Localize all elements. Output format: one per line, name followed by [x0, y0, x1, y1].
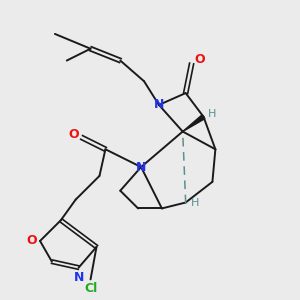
Text: O: O: [26, 235, 37, 248]
Polygon shape: [183, 115, 205, 131]
Text: H: H: [208, 109, 217, 119]
Text: O: O: [68, 128, 79, 141]
Text: N: N: [136, 160, 146, 173]
Text: H: H: [190, 197, 199, 208]
Text: O: O: [195, 52, 205, 66]
Text: N: N: [74, 271, 84, 284]
Text: N: N: [154, 98, 164, 111]
Text: Cl: Cl: [84, 282, 97, 296]
